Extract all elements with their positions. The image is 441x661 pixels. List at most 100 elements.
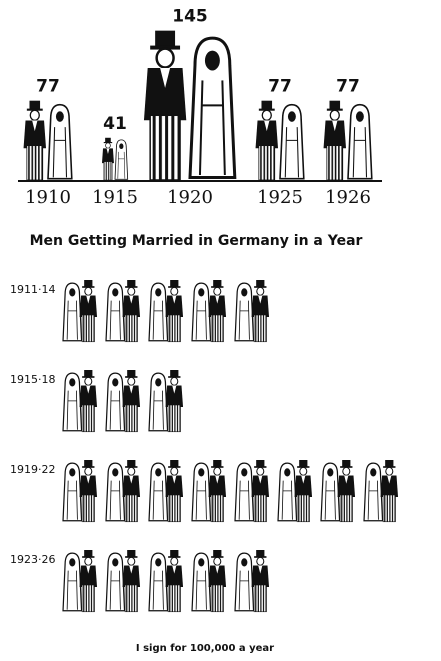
man-icon bbox=[165, 370, 184, 433]
hat bbox=[29, 100, 41, 110]
woman-icon bbox=[62, 282, 83, 342]
hat bbox=[170, 460, 179, 468]
face bbox=[155, 288, 162, 297]
man-icon bbox=[23, 100, 47, 181]
trousers bbox=[81, 314, 95, 343]
man-icon bbox=[101, 137, 114, 181]
coat bbox=[208, 295, 227, 318]
woman-icon bbox=[148, 462, 169, 522]
shirt bbox=[86, 475, 91, 484]
dress-line bbox=[52, 127, 68, 178]
woman-icon bbox=[148, 372, 169, 432]
hat bbox=[127, 550, 136, 558]
coat bbox=[251, 565, 270, 588]
man-icon bbox=[208, 460, 227, 523]
coat bbox=[79, 295, 98, 318]
head bbox=[105, 142, 111, 149]
shirt bbox=[129, 385, 134, 394]
trousers bbox=[167, 314, 181, 343]
man-icon bbox=[337, 460, 356, 523]
couple-icon bbox=[101, 137, 129, 181]
woman-icon bbox=[47, 103, 73, 180]
shirt bbox=[301, 475, 306, 484]
shirt bbox=[106, 148, 110, 154]
face bbox=[198, 558, 205, 567]
value-label: 77 bbox=[336, 77, 360, 97]
face bbox=[112, 288, 119, 297]
man-icon bbox=[294, 460, 313, 523]
couple-icon bbox=[255, 100, 305, 181]
hat bbox=[127, 370, 136, 378]
hat bbox=[84, 370, 93, 378]
woman-icon bbox=[191, 282, 212, 342]
hat bbox=[170, 280, 179, 288]
dress-line bbox=[238, 480, 250, 520]
woman-icon bbox=[105, 372, 126, 432]
woman-icon bbox=[234, 282, 255, 342]
man-icon bbox=[79, 280, 98, 343]
head bbox=[213, 286, 222, 296]
trousers bbox=[210, 314, 224, 343]
coat bbox=[101, 148, 114, 164]
hat bbox=[385, 460, 394, 468]
hat bbox=[329, 100, 341, 110]
man-icon bbox=[323, 100, 347, 181]
trousers bbox=[296, 494, 310, 523]
coat bbox=[165, 565, 184, 588]
dress-line bbox=[109, 390, 121, 430]
x-tick-label: 1920 bbox=[167, 187, 213, 208]
face bbox=[204, 50, 220, 71]
shirt bbox=[215, 295, 220, 304]
man-icon bbox=[79, 370, 98, 433]
trousers bbox=[210, 584, 224, 613]
shirt bbox=[172, 385, 177, 394]
x-tick-label: 1910 bbox=[25, 187, 71, 208]
dress-line bbox=[367, 480, 379, 520]
hat bbox=[84, 550, 93, 558]
shirt bbox=[344, 475, 349, 484]
trousers bbox=[167, 494, 181, 523]
trousers bbox=[253, 314, 267, 343]
dress-line bbox=[66, 570, 78, 610]
shirt bbox=[86, 295, 91, 304]
hat bbox=[213, 280, 222, 288]
hat bbox=[256, 550, 265, 558]
trousers bbox=[326, 145, 344, 181]
head bbox=[29, 109, 40, 121]
coat bbox=[122, 565, 141, 588]
man-icon bbox=[122, 280, 141, 343]
coat bbox=[337, 475, 356, 498]
shirt bbox=[258, 565, 263, 574]
icon-row bbox=[62, 370, 184, 433]
dress-line bbox=[195, 570, 207, 610]
woman-icon bbox=[105, 462, 126, 522]
trousers bbox=[167, 404, 181, 433]
face bbox=[69, 378, 76, 387]
trousers bbox=[81, 404, 95, 433]
dress-line bbox=[152, 390, 164, 430]
coat bbox=[165, 475, 184, 498]
hat bbox=[256, 460, 265, 468]
trousers bbox=[81, 584, 95, 613]
woman-icon bbox=[363, 462, 384, 522]
head bbox=[127, 466, 136, 476]
face bbox=[155, 468, 162, 477]
icon-row bbox=[62, 460, 399, 523]
face bbox=[370, 468, 377, 477]
woman-icon bbox=[234, 462, 255, 522]
coat bbox=[251, 295, 270, 318]
trousers bbox=[26, 145, 44, 181]
head bbox=[342, 466, 351, 476]
man-icon bbox=[122, 370, 141, 433]
woman-icon bbox=[105, 282, 126, 342]
head bbox=[84, 556, 93, 566]
icon-row bbox=[62, 280, 270, 343]
shirt bbox=[160, 67, 171, 88]
shirt bbox=[215, 475, 220, 484]
man-icon bbox=[122, 460, 141, 523]
dress-line bbox=[284, 127, 300, 178]
coat bbox=[122, 385, 141, 408]
row-label: 1911·14 bbox=[10, 283, 56, 296]
hat bbox=[261, 100, 273, 110]
woman-icon bbox=[234, 552, 255, 612]
